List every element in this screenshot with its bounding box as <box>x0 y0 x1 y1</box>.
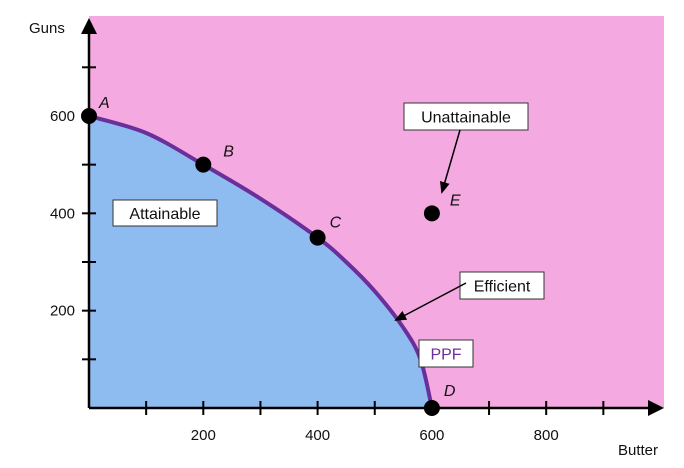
attainable-label: Attainable <box>129 206 200 223</box>
x-axis-title: Butter <box>618 442 658 459</box>
points: A B C D E <box>81 95 461 416</box>
y-axis-title: Guns <box>29 20 65 37</box>
attainable-region <box>89 115 432 408</box>
point-c <box>309 229 326 246</box>
x-tick-label: 400 <box>305 427 330 444</box>
x-tick-label: 600 <box>419 427 444 444</box>
point-label-c: C <box>330 215 342 232</box>
y-tick-label: 200 <box>50 303 75 320</box>
point-d <box>423 400 440 416</box>
point-label-b: B <box>223 144 234 161</box>
x-tick-label: 200 <box>191 427 216 444</box>
point-label-d: D <box>444 383 456 400</box>
ppf-box <box>418 339 474 368</box>
efficient-box <box>459 271 545 300</box>
point-label-e: E <box>450 192 461 209</box>
point-b <box>195 156 212 173</box>
ppf-label: PPF <box>430 347 461 364</box>
efficient-label: Efficient <box>474 279 531 296</box>
attainable-box <box>112 199 218 227</box>
y-tick-label: 600 <box>50 108 75 125</box>
unattainable-arrow <box>439 129 461 194</box>
point-e <box>423 205 440 222</box>
point-label-a: A <box>98 95 110 112</box>
x-axis-arrow <box>648 400 664 416</box>
unattainable-label: Unattainable <box>421 110 511 127</box>
axes: 200 400 600 800 200 400 600 Guns Butter <box>29 18 664 459</box>
ppf-curve <box>88 114 434 409</box>
unattainable-box <box>403 102 529 131</box>
x-tick-label: 800 <box>534 427 559 444</box>
efficient-arrow <box>394 282 467 321</box>
annotations: Attainable Unattainable Efficient PPF <box>112 102 545 368</box>
point-a <box>81 107 97 124</box>
y-tick-label: 400 <box>50 205 75 222</box>
y-axis-arrow <box>81 18 97 34</box>
